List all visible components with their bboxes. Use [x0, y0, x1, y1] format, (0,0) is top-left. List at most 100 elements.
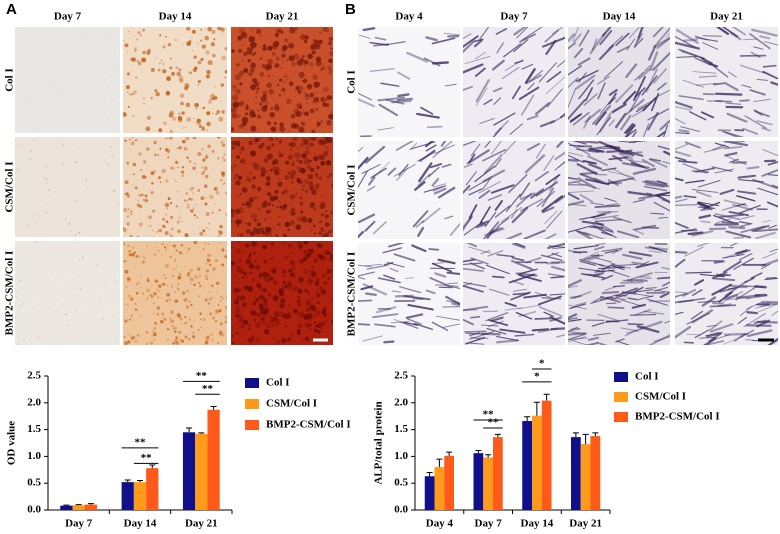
stain-streak: [574, 301, 587, 306]
stain-dot: [38, 335, 41, 338]
stain-streak: [478, 220, 490, 226]
stain-dot: [178, 75, 184, 81]
stain-dot: [259, 57, 263, 60]
stain-dot: [209, 194, 214, 200]
stain-streak: [405, 313, 424, 319]
stain-streak: [644, 65, 651, 72]
stain-dot: [314, 39, 322, 47]
stain-dot: [320, 288, 327, 295]
stain-streak: [581, 220, 604, 226]
stain-dot: [152, 229, 154, 232]
stain-dot: [32, 246, 34, 248]
stain-streak: [595, 111, 607, 126]
micrograph: [358, 243, 460, 345]
stain-streak: [601, 290, 620, 295]
stain-streak: [616, 340, 631, 345]
stain-dot: [254, 165, 255, 166]
stain-dot: [210, 254, 212, 256]
stain-streak: [449, 222, 460, 237]
stain-streak: [611, 248, 623, 255]
stain-dot: [236, 266, 243, 273]
stain-streak: [762, 148, 778, 157]
stain-dot: [265, 278, 270, 282]
stain-dot: [215, 259, 218, 262]
stain-dot: [162, 62, 165, 65]
stain-streak: [721, 130, 744, 137]
stain-streak: [654, 289, 670, 293]
stain-streak: [568, 180, 582, 184]
stain-streak: [583, 231, 606, 239]
stain-streak: [607, 179, 619, 187]
stain-dot: [167, 197, 171, 200]
stain-streak: [625, 63, 638, 79]
micrograph: [568, 141, 670, 239]
stain-dot: [236, 197, 238, 198]
stain-dot: [42, 50, 44, 52]
stain-dot: [311, 334, 314, 338]
stain-dot: [134, 308, 138, 312]
stain-dot: [274, 62, 280, 69]
stain-dot: [246, 177, 252, 183]
stain-streak: [538, 306, 563, 317]
stain-streak: [434, 272, 447, 278]
stain-streak: [603, 61, 623, 79]
stain-dot: [296, 159, 299, 162]
stain-dot: [52, 272, 54, 274]
stain-streak: [432, 186, 443, 192]
stain-streak: [568, 77, 579, 89]
stain-streak: [361, 164, 381, 174]
stain-streak: [431, 261, 445, 265]
stain-streak: [412, 210, 429, 228]
stain-streak: [632, 167, 657, 175]
stain-dot: [262, 93, 267, 99]
stain-dot: [325, 137, 333, 143]
stain-dot: [15, 328, 16, 330]
stain-streak: [730, 243, 739, 247]
stain-dot: [35, 214, 38, 217]
stain-dot: [272, 204, 275, 207]
stain-dot: [235, 180, 241, 186]
micrograph: [123, 241, 227, 345]
stain-dot: [60, 198, 61, 199]
stain-streak: [675, 291, 687, 293]
stain-dot: [135, 255, 139, 258]
stain-dot: [291, 265, 296, 270]
stain-dot: [234, 140, 241, 147]
stain-streak: [643, 185, 668, 192]
stain-streak: [675, 100, 693, 109]
stain-streak: [535, 143, 546, 159]
stain-dot: [298, 305, 301, 308]
stain-dot: [238, 175, 243, 180]
legend-swatch: [614, 412, 628, 422]
stain-dot: [262, 325, 263, 327]
stain-dot: [265, 176, 270, 181]
stain-dot: [155, 57, 157, 59]
stain-dot: [315, 183, 320, 187]
stain-dot: [236, 305, 240, 309]
stain-streak: [725, 230, 752, 239]
stain-streak: [442, 305, 460, 308]
stain-streak: [736, 294, 761, 299]
stain-dot: [277, 181, 283, 187]
stain-dot: [145, 126, 151, 132]
stain-streak: [753, 46, 764, 50]
stain-dot: [245, 106, 249, 110]
stain-dot: [190, 209, 194, 213]
stain-dot: [206, 69, 211, 75]
stain-dot: [74, 315, 76, 317]
stain-streak: [628, 251, 652, 257]
stain-streak: [654, 191, 670, 197]
stain-dot: [265, 210, 269, 214]
stain-dot: [136, 235, 139, 237]
stain-streak: [724, 81, 739, 92]
stain-dot: [258, 144, 263, 149]
stain-streak: [358, 156, 369, 171]
stain-dot: [288, 142, 292, 146]
stain-streak: [652, 51, 670, 71]
stain-dot: [231, 282, 233, 284]
stain-dot: [267, 45, 273, 51]
stain-dot: [325, 210, 328, 213]
stain-dot: [133, 173, 135, 175]
stain-dot: [272, 144, 274, 147]
stain-dot: [235, 194, 238, 197]
